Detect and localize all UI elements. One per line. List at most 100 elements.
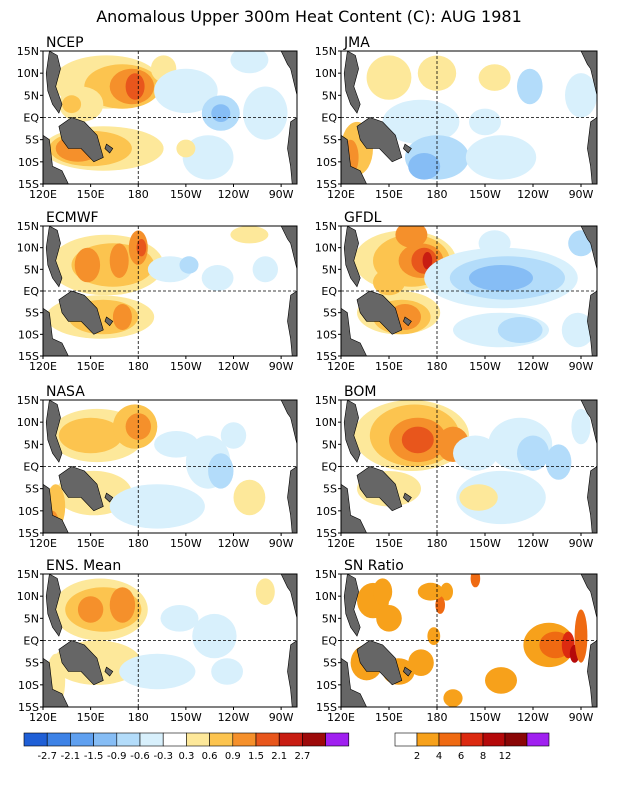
lat-tick-label: 15S [18,527,39,540]
anomaly-contour [62,95,82,114]
lat-tick-label: 5N [24,89,39,102]
lat-tick-label: 5S [25,134,39,147]
lat-tick-label: 15N [17,45,39,58]
land-mass [403,666,412,677]
colorbar-label: -0.3 [153,751,173,762]
land-mass [280,51,297,96]
shaded-field [341,574,597,707]
land-mass [43,483,69,533]
anomaly-contour [459,484,498,511]
colorbar-label: 6 [458,751,464,762]
lat-tick-label: 10S [316,328,337,341]
lon-tick-label: 150E [375,537,403,550]
panel-title: SN Ratio [344,558,404,574]
colorbar-label: -0.9 [107,751,127,762]
anomaly-contour [252,256,278,283]
anomaly-contour [470,574,481,588]
land-mass [104,143,114,154]
colorbar-swatch [70,732,94,747]
anomaly-contour [109,587,136,623]
land-mass [587,640,597,707]
anomaly-contour [211,658,244,685]
lon-tick-label: 120E [29,711,57,724]
land-mass [356,466,403,512]
anomaly-contour [230,51,269,74]
colorbar-swatch [302,732,326,747]
colorbar-swatch [416,732,440,747]
lon-tick-label: 90W [269,188,294,201]
lat-tick-label: 15N [17,394,39,407]
anomaly-contour [435,596,446,614]
lon-tick-label: 120E [29,188,57,201]
anomaly-contour [517,68,543,105]
lon-tick-label: 150W [469,711,501,724]
lon-tick-label: 120W [218,537,250,550]
lat-tick-label: EQ [23,635,39,648]
anomaly-contour [77,596,104,623]
panel-title: ENS. Mean [46,558,121,574]
anomaly-contour [179,256,199,274]
colorbars: -2.7 -2.1 -1.5 -0.9 -0.6 -0.3 0.3 0.6 0.9 1.5 2.1 2… [23,732,550,762]
land-mass [104,316,114,327]
land-mass [403,316,412,327]
lat-tick-label: 15S [18,178,39,191]
land-mass [356,290,403,335]
lon-tick-label: 150W [170,360,202,373]
lat-tick-label: 10S [316,679,337,692]
lat-tick-label: EQ [321,285,337,298]
anomaly-contour [366,55,412,100]
anomaly-contour [478,64,511,91]
lon-tick-label: 120W [218,360,250,373]
lon-tick-label: 150E [375,360,403,373]
lon-tick-label: 180 [427,360,448,373]
anomaly-contour [136,239,147,257]
lat-tick-label: 5S [323,134,337,147]
land-mass [343,574,361,637]
anomaly-contour [230,226,269,244]
colorbar-swatch [325,732,350,747]
lat-tick-label: 5N [24,438,39,451]
anomaly-contour [422,252,433,270]
panel-title: NCEP [46,35,84,51]
colorbar-label: 2.1 [271,751,287,762]
lat-tick-label: 10N [17,416,39,429]
anomaly-contour [160,605,199,632]
land-mass [58,117,104,163]
colorbar-label: 8 [480,751,486,762]
anomaly-contour [417,582,444,601]
colorbar-label: -0.6 [130,751,150,762]
land-mass [403,492,412,503]
land-mass [587,290,597,356]
colorbar-swatch [116,732,141,747]
anomaly-contour [408,649,434,676]
lon-tick-label: 150E [77,537,105,550]
figure-title: Anomalous Upper 300m Heat Content (C): A… [96,7,522,26]
anomaly-contour [427,627,441,645]
colorbar-swatch [394,732,418,747]
shaded-field [43,400,297,533]
anomaly-contour [109,484,205,529]
anomaly-contour [201,265,234,291]
land-mass [45,226,63,288]
lat-tick-label: 15N [17,568,39,581]
lat-tick-label: 10N [17,590,39,603]
land-mass [287,290,297,356]
lon-tick-label: 120E [29,537,57,550]
land-mass [45,574,63,637]
colorbar-label: 0.3 [178,751,194,762]
lon-tick-label: 90W [569,188,594,201]
lon-tick-label: 150W [170,711,202,724]
lon-tick-label: 90W [569,360,594,373]
lon-tick-label: 150W [469,360,501,373]
land-mass [58,640,104,686]
anomaly-contour [408,153,441,180]
anomaly-contour [373,578,393,605]
land-mass [280,226,297,270]
lat-tick-label: 10N [315,242,337,255]
colorbar-swatch [278,732,303,747]
land-mass [403,143,412,154]
